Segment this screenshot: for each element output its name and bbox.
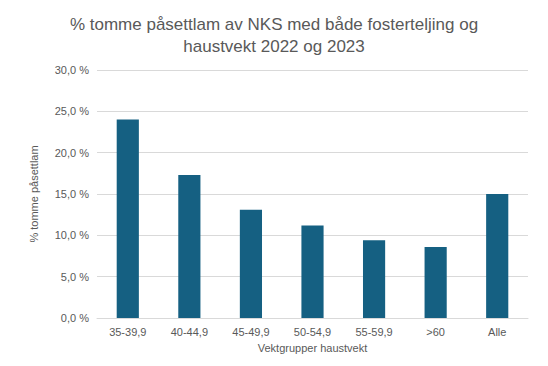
svg-text:45-49,9: 45-49,9 xyxy=(232,326,269,338)
svg-text:50-54,9: 50-54,9 xyxy=(294,326,331,338)
svg-text:5,0 %: 5,0 % xyxy=(61,271,89,283)
svg-text:25,0 %: 25,0 % xyxy=(55,105,89,117)
svg-text:30,0 %: 30,0 % xyxy=(55,64,89,76)
svg-text:% tomme påsettlam av NKS med b: % tomme påsettlam av NKS med både foster… xyxy=(70,15,478,34)
svg-text:55-59,9: 55-59,9 xyxy=(355,326,392,338)
svg-text:15,0 %: 15,0 % xyxy=(55,188,89,200)
svg-text:0,0 %: 0,0 % xyxy=(61,312,89,324)
svg-text:% tomme påsettlam: % tomme påsettlam xyxy=(28,145,40,242)
svg-text:haustvekt 2022 og 2023: haustvekt 2022 og 2023 xyxy=(183,37,364,56)
svg-text:Vektgrupper haustvekt: Vektgrupper haustvekt xyxy=(258,342,367,354)
svg-text:>60: >60 xyxy=(426,326,445,338)
svg-text:40-44,9: 40-44,9 xyxy=(171,326,208,338)
svg-text:10,0 %: 10,0 % xyxy=(55,229,89,241)
svg-text:20,0 %: 20,0 % xyxy=(55,147,89,159)
svg-text:35-39,9: 35-39,9 xyxy=(109,326,146,338)
svg-text:Alle: Alle xyxy=(488,326,506,338)
